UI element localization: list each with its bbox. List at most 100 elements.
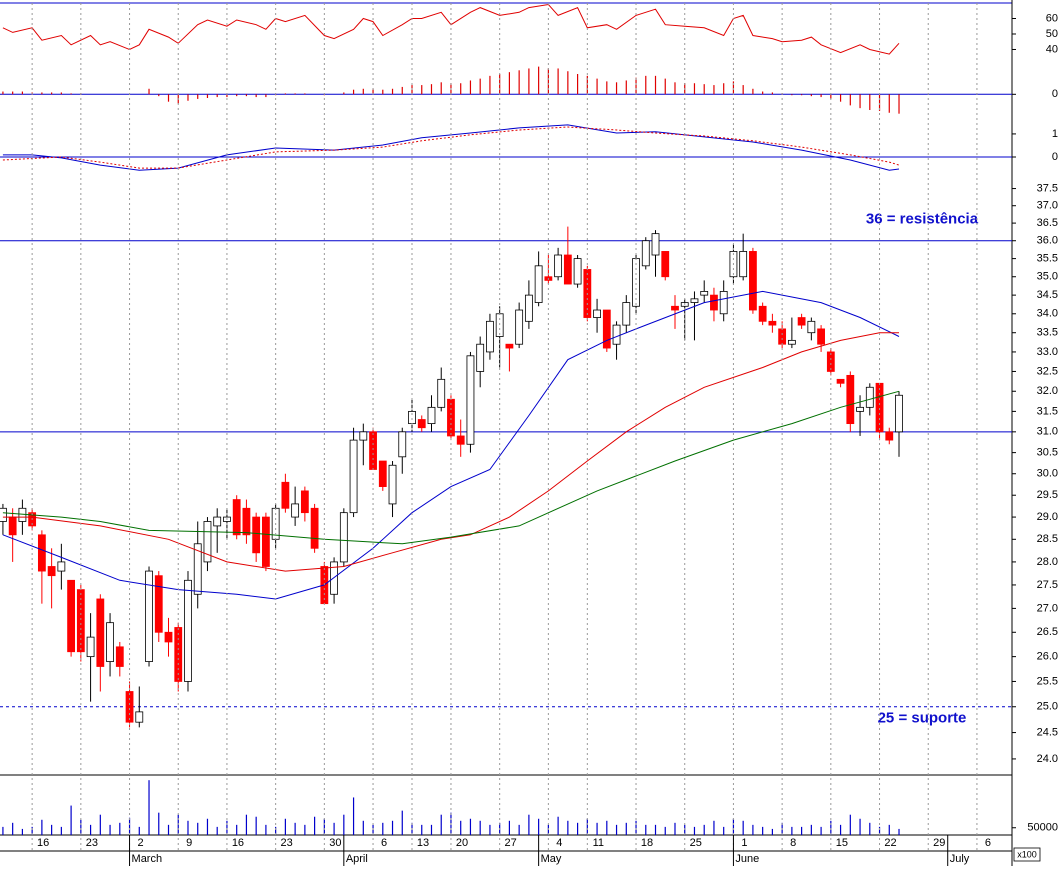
candle-body (203, 521, 212, 563)
series-line (2, 390, 900, 545)
candle-body (310, 507, 319, 549)
x-tick-label: 29 (933, 837, 945, 849)
candle-body (602, 309, 611, 349)
candle-body (262, 516, 270, 567)
y-tick-label: 33.5 (1037, 327, 1058, 339)
candle-body (125, 691, 134, 723)
unit-box (1013, 847, 1041, 862)
y-tick-label: 35.0 (1037, 271, 1058, 283)
series-line (2, 3, 900, 55)
x-tick-label: 2 (137, 837, 143, 849)
candle-body (135, 711, 144, 723)
annotation: 36 = resistência (866, 211, 979, 228)
x-tick-label: 13 (417, 837, 429, 849)
candle-body (417, 419, 426, 429)
candle-body (719, 291, 728, 315)
candle-body (563, 254, 572, 285)
y-tick-label: 24.0 (1037, 753, 1058, 765)
candle-body (252, 516, 261, 554)
month-label: May (541, 853, 562, 865)
candle-body (359, 431, 368, 441)
candle-body (807, 320, 816, 334)
y-tick-label: 37.5 (1037, 182, 1058, 194)
candle-body (768, 320, 777, 326)
candle-body (826, 351, 835, 372)
candle-body (398, 431, 407, 458)
month-label: July (950, 853, 970, 865)
y-tick-label: 50000 (1027, 822, 1058, 834)
x-tick-label: 30 (329, 837, 341, 849)
x-tick-label: 9 (186, 837, 192, 849)
x-tick-label: 23 (86, 837, 98, 849)
x-tick-label: 16 (232, 837, 244, 849)
candle-body (291, 503, 300, 518)
candle-body (349, 439, 358, 514)
candle-body (427, 406, 436, 425)
y-tick-label: 32.0 (1037, 385, 1058, 397)
candle-body (651, 233, 660, 256)
x-tick-label: 4 (556, 837, 562, 849)
candle-body (437, 378, 446, 408)
candle-body (895, 394, 903, 433)
candle-body (554, 254, 563, 278)
candle-body (96, 598, 105, 667)
candle-body (573, 258, 582, 285)
y-tick-label: 27.0 (1037, 602, 1058, 614)
y-tick-label: 28.0 (1037, 556, 1058, 568)
candle-body (339, 512, 348, 563)
x-tick-label: 27 (505, 837, 517, 849)
y-tick-label: 31.5 (1037, 405, 1058, 417)
candle-body (37, 534, 46, 572)
x-tick-label: 8 (790, 837, 796, 849)
candle-body (8, 516, 17, 536)
candle-body (739, 251, 748, 278)
candle-body (641, 240, 650, 267)
candle-body (0, 507, 7, 522)
candle-body (797, 317, 806, 326)
x-tick-label: 20 (456, 837, 468, 849)
month-label: March (132, 853, 163, 865)
x-tick-label: 23 (281, 837, 293, 849)
y-tick-label: 25.0 (1037, 701, 1058, 713)
y-tick-label: 34.0 (1037, 308, 1058, 320)
candle-body (145, 570, 153, 662)
candle-body (18, 507, 27, 522)
y-tick-label: 25.5 (1037, 675, 1058, 687)
y-tick-label: 35.5 (1037, 253, 1058, 265)
candle-body (456, 435, 465, 445)
candle-body (865, 386, 874, 408)
candle-body (846, 374, 855, 425)
candle-body (856, 406, 864, 412)
candle-body (106, 622, 114, 662)
candle-body (47, 566, 56, 577)
candle-body (749, 251, 757, 311)
x-tick-label: 25 (690, 837, 702, 849)
candle-body (593, 309, 601, 318)
candle-body (232, 499, 241, 536)
candle-body (710, 294, 718, 311)
candle-body (388, 464, 397, 505)
y-tick-label: 33.0 (1037, 346, 1058, 358)
x-tick-label: 11 (593, 837, 604, 849)
candle-body (213, 516, 222, 527)
y-tick-label: 0 (1052, 88, 1058, 100)
candle-body (193, 543, 202, 595)
candle-body (700, 291, 709, 296)
candle-body (524, 294, 533, 322)
series-line (2, 124, 900, 171)
candle-body (622, 302, 631, 326)
series-line (2, 332, 899, 572)
y-tick-label: 27.5 (1037, 579, 1058, 591)
y-tick-label: 40 (1046, 43, 1058, 55)
candle-body (67, 579, 76, 653)
y-tick-label: 29.0 (1037, 511, 1058, 523)
candle-body (612, 324, 621, 345)
candle-body (486, 320, 494, 353)
candle-body (466, 355, 475, 445)
candle-body (758, 305, 767, 322)
y-tick-label: 28.5 (1037, 533, 1058, 545)
y-tick-label: 30.5 (1037, 447, 1058, 459)
candle-body (57, 561, 66, 572)
